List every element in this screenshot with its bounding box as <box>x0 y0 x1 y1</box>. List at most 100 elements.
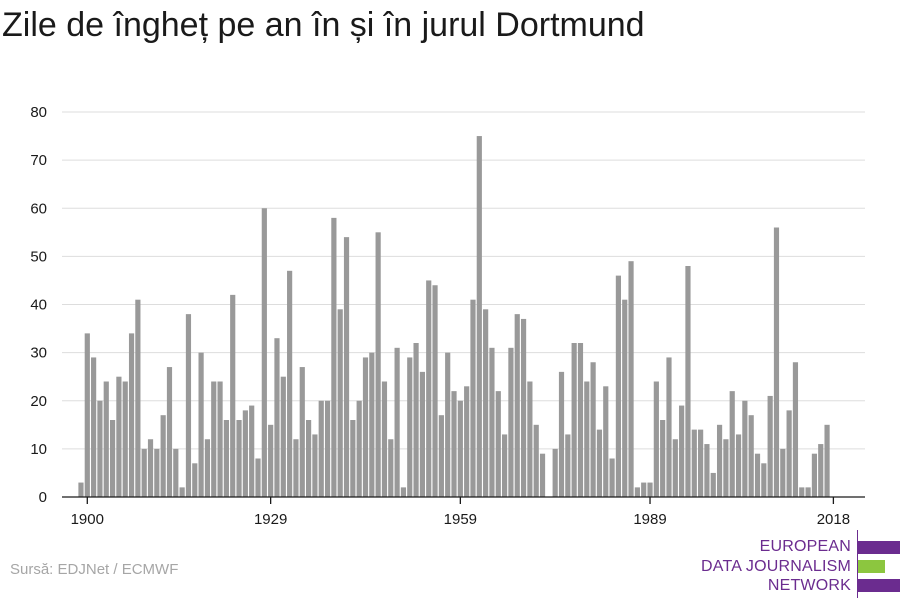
bar <box>179 487 185 497</box>
logo-bar-purple-bottom <box>858 579 900 592</box>
bar <box>305 420 312 497</box>
bar <box>432 285 438 497</box>
x-tick-label: 2018 <box>817 511 850 528</box>
bar <box>641 482 647 497</box>
bar <box>362 357 369 497</box>
bar <box>679 405 685 497</box>
bar <box>331 217 337 497</box>
chart-title: Zile de îngheț pe an în și în jurul Dort… <box>2 6 645 44</box>
bar <box>122 381 128 497</box>
y-tick-label: 80 <box>30 104 47 121</box>
bar <box>185 314 192 497</box>
bar <box>552 448 558 497</box>
x-tick-label: 1989 <box>633 511 666 528</box>
bar <box>160 415 166 497</box>
bar <box>154 448 160 497</box>
bar <box>653 381 659 497</box>
bar <box>236 420 242 497</box>
bar <box>805 487 811 497</box>
bar <box>445 352 451 497</box>
bar <box>502 434 508 497</box>
bar <box>691 429 697 497</box>
bar <box>647 482 653 497</box>
bar <box>609 458 615 497</box>
bar <box>293 439 299 497</box>
bar <box>343 237 350 497</box>
bar <box>350 420 356 497</box>
bar <box>400 487 407 497</box>
bar <box>495 391 501 497</box>
bar <box>109 420 116 497</box>
bar <box>324 400 331 497</box>
y-tick-label: 60 <box>30 200 47 217</box>
bar <box>280 376 286 497</box>
bars <box>78 136 830 497</box>
bar <box>514 314 520 497</box>
bar <box>103 381 109 497</box>
bar <box>704 444 710 497</box>
logo-separator <box>857 530 858 598</box>
bar <box>388 439 394 497</box>
bar <box>811 453 818 497</box>
bar <box>451 391 457 497</box>
source-note: Sursă: EDJNet / ECMWF <box>10 561 179 578</box>
bar <box>135 299 141 497</box>
logo-bar-purple-top <box>858 541 900 554</box>
bar <box>173 448 179 497</box>
bar <box>274 338 280 497</box>
bar <box>198 352 204 497</box>
edjnet-logo[interactable]: EUROPEAN DATA JOURNALISM NETWORK <box>700 530 900 598</box>
axes: 0 10 20 30 40 50 60 70 80 1900 1929 1959 1989 2018 <box>30 104 865 528</box>
bar <box>571 343 577 497</box>
y-tick-label: 30 <box>30 345 47 362</box>
x-tick-label: 1929 <box>254 511 287 528</box>
bar <box>116 376 122 497</box>
bar <box>255 458 261 497</box>
logo-line-european: EUROPEAN <box>759 538 851 555</box>
bar <box>91 357 97 497</box>
bar <box>426 280 432 497</box>
logo-bar-green <box>858 560 885 573</box>
bar <box>660 420 666 497</box>
logo-line-data-journalism: DATA JOURNALISM <box>701 558 851 575</box>
bar <box>337 309 343 497</box>
bar <box>78 482 84 497</box>
bar <box>242 410 248 497</box>
bar <box>565 434 571 497</box>
gridlines <box>62 111 865 450</box>
x-tick-label: 1959 <box>444 511 477 528</box>
logo-line-network: NETWORK <box>767 577 851 594</box>
bar <box>261 208 267 497</box>
bar <box>394 347 400 497</box>
bar <box>716 424 723 497</box>
bar <box>761 463 767 497</box>
bar <box>666 357 672 497</box>
y-tick-label: 20 <box>30 393 47 410</box>
bar <box>166 367 173 497</box>
bar <box>558 371 565 497</box>
bar <box>413 343 419 497</box>
bar <box>710 472 716 497</box>
bar <box>230 294 236 497</box>
bar <box>622 299 628 497</box>
bar <box>792 362 799 497</box>
bar <box>539 453 546 497</box>
bar <box>799 487 805 497</box>
bar <box>217 381 223 497</box>
bar <box>381 381 388 497</box>
bar <box>299 367 305 497</box>
bar <box>577 343 584 497</box>
bar <box>128 333 135 497</box>
bar <box>204 439 211 497</box>
bar <box>84 333 90 497</box>
bar <box>672 439 678 497</box>
bar <box>628 261 634 497</box>
bar <box>318 400 324 497</box>
bar <box>773 227 780 497</box>
bar <box>375 232 381 497</box>
bar <box>615 275 622 497</box>
bar <box>356 400 362 497</box>
bar <box>634 487 640 497</box>
bar <box>508 347 514 497</box>
